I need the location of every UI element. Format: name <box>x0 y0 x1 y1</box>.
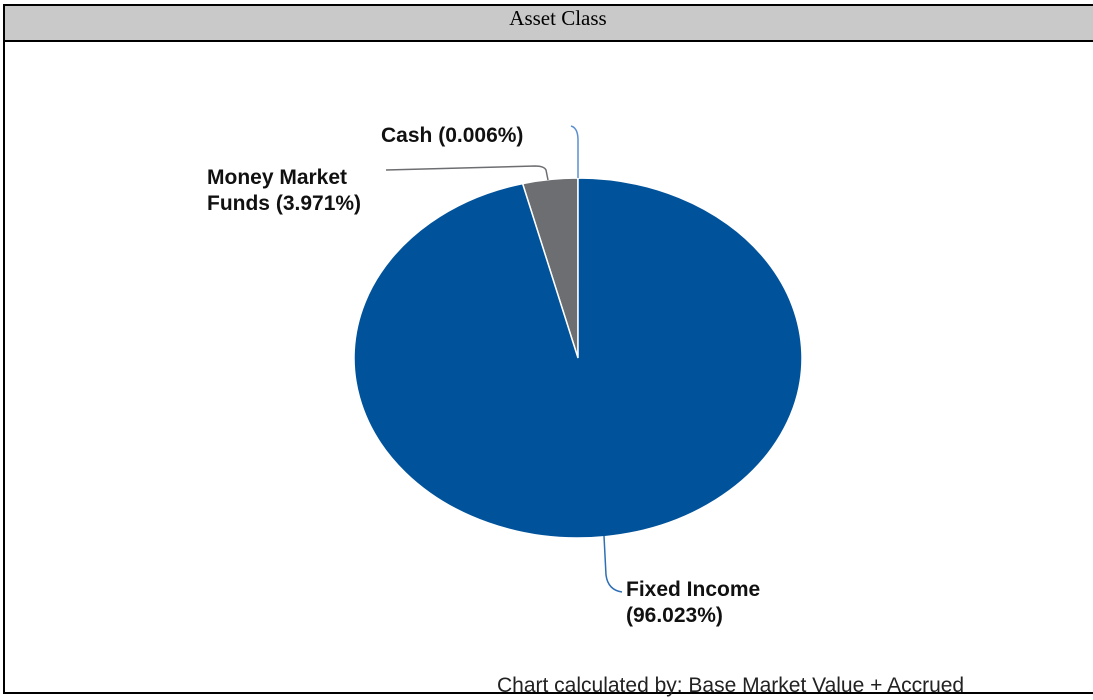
footnote: Chart calculated by: Base Market Value +… <box>497 674 965 697</box>
slice-name: Cash <box>381 124 433 147</box>
chart-frame <box>3 4 1093 694</box>
header-bar <box>5 6 1093 42</box>
slice-name: Fixed Income <box>626 578 761 601</box>
pie-slice <box>353 177 803 539</box>
slice-name: Money Market Funds <box>207 166 348 215</box>
slice-value: (3.971%) <box>275 192 362 215</box>
slice-label: Fixed Income (96.023%) <box>626 577 786 629</box>
chart-title: Asset Class <box>509 6 607 30</box>
slice-label: Money Market Funds (3.971%) <box>207 165 397 217</box>
slice-value: (96.023%) <box>626 604 723 627</box>
leader-line <box>603 535 623 593</box>
leader-line <box>570 125 579 178</box>
leader-line <box>385 165 549 181</box>
slice-value: (0.006%) <box>438 124 524 147</box>
slice-label: Cash (0.006%) <box>381 123 523 149</box>
